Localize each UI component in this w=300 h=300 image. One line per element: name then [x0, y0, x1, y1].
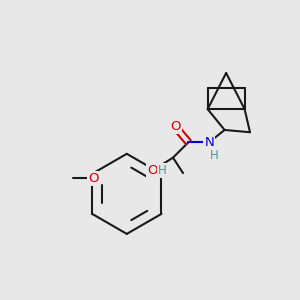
Text: O: O	[88, 172, 99, 185]
Text: O: O	[170, 120, 181, 134]
Text: H: H	[158, 164, 167, 177]
Text: N: N	[204, 136, 214, 149]
Text: O: O	[147, 164, 158, 177]
Text: H: H	[209, 149, 218, 162]
